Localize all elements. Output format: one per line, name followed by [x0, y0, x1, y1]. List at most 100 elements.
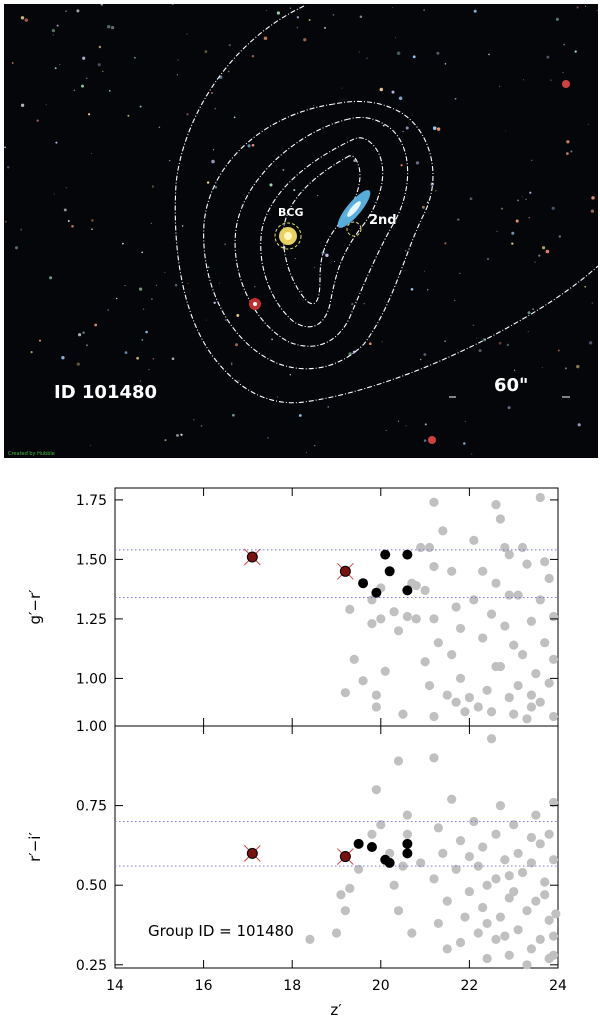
- background-source: [391, 90, 395, 94]
- field-galaxy-point: [473, 928, 483, 938]
- bcg-marker: [243, 845, 261, 862]
- background-source: [421, 205, 425, 209]
- background-source: [155, 284, 158, 286]
- background-source: [308, 19, 311, 21]
- field-galaxy-point: [486, 734, 497, 744]
- background-source: [171, 4, 174, 6]
- field-galaxy-point: [522, 960, 532, 970]
- background-source: [76, 9, 80, 13]
- background-source: [397, 420, 399, 422]
- field-galaxy-point: [336, 890, 346, 900]
- ri-panel: 0.25 0.50 0.75 1.00 14 16 18 20 22 24 r′−i′ z′ G…: [26, 719, 567, 1019]
- ri-y-axis-label: r′−i′: [26, 832, 44, 862]
- background-source: [574, 50, 577, 53]
- field-galaxy-point: [429, 874, 439, 884]
- background-source: [488, 53, 490, 56]
- field-galaxy-point: [535, 697, 545, 707]
- background-source: [100, 4, 104, 6]
- ri-y-ticks: 0.25 0.50 0.75 1.00: [76, 719, 558, 974]
- field-galaxy-point: [526, 616, 537, 626]
- field-galaxy-point: [478, 902, 488, 913]
- background-source: [187, 282, 189, 284]
- ri-field-points: [305, 734, 561, 970]
- field-galaxy-point: [544, 915, 554, 925]
- background-source: [394, 37, 396, 39]
- background-source: [424, 423, 427, 426]
- background-source: [348, 352, 352, 356]
- contour-3: [234, 116, 409, 347]
- bcg-marker: [243, 548, 261, 566]
- member-galaxy-point: [353, 838, 364, 849]
- field-galaxy-point: [447, 650, 457, 660]
- background-source: [296, 16, 300, 19]
- field-galaxy-point: [544, 678, 554, 688]
- background-source: [405, 250, 407, 252]
- background-source: [122, 242, 124, 245]
- field-galaxy-point: [540, 890, 550, 900]
- bcg-label: BCG: [278, 206, 304, 219]
- field-galaxy-point: [486, 707, 497, 717]
- background-source: [482, 338, 487, 342]
- background-source: [396, 51, 401, 56]
- field-galaxy-point: [380, 666, 390, 676]
- field-galaxy-point: [526, 690, 537, 700]
- bcg-marker: [337, 848, 354, 865]
- field-galaxy-point: [548, 797, 559, 808]
- background-source: [317, 194, 319, 196]
- background-source: [432, 126, 437, 130]
- background-source: [402, 130, 404, 133]
- gr-red-sequence-limits: [115, 549, 558, 598]
- background-source: [235, 343, 238, 347]
- background-source: [81, 84, 84, 88]
- background-source: [566, 140, 570, 144]
- background-source: [24, 18, 29, 22]
- field-galaxy-point: [349, 654, 359, 664]
- background-source: [293, 189, 296, 192]
- second-galaxy-label: 2nd: [369, 213, 397, 228]
- field-galaxy-point: [478, 566, 488, 576]
- background-source: [91, 219, 94, 222]
- field-galaxy-point: [535, 839, 545, 849]
- field-galaxy-point: [469, 816, 479, 827]
- field-galaxy-point: [531, 810, 541, 820]
- background-source: [301, 290, 303, 292]
- background-source: [4, 146, 6, 149]
- field-galaxy-point: [442, 944, 452, 954]
- field-galaxy-point: [535, 934, 545, 944]
- field-galaxy-point: [424, 680, 435, 691]
- field-galaxy-point: [473, 861, 483, 871]
- background-source: [65, 10, 67, 12]
- background-source: [511, 231, 515, 235]
- bcg-marker-circle: [274, 222, 302, 250]
- background-source: [54, 67, 57, 70]
- field-galaxy-point: [531, 896, 541, 906]
- background-source: [426, 289, 429, 291]
- field-galaxy-point: [482, 685, 492, 695]
- background-source: [444, 340, 446, 342]
- background-source: [529, 191, 532, 194]
- background-source: [107, 309, 110, 311]
- field-galaxy-point: [420, 585, 430, 595]
- background-source: [218, 282, 221, 284]
- background-source: [115, 297, 118, 300]
- background-source: [127, 114, 130, 117]
- field-galaxy-point: [455, 937, 466, 948]
- background-source: [254, 285, 256, 288]
- field-galaxy-point: [491, 874, 501, 884]
- background-source: [590, 209, 595, 213]
- sky-background: [4, 4, 598, 458]
- background-source: [97, 63, 101, 67]
- red-star-core: [253, 302, 257, 306]
- field-galaxy-point: [513, 590, 523, 600]
- gr-panel: 1.00 1.25 1.50 1.75 g′−r′: [26, 487, 559, 727]
- field-galaxy-point: [447, 794, 457, 804]
- background-source: [193, 419, 195, 421]
- ri-member-points: [353, 838, 413, 868]
- field-galaxy-point: [393, 906, 404, 916]
- background-source: [20, 103, 25, 107]
- field-galaxy-point: [517, 650, 528, 660]
- field-galaxy-point: [513, 680, 523, 691]
- field-galaxy-point: [438, 848, 448, 858]
- background-source: [514, 369, 516, 371]
- background-source: [517, 199, 520, 202]
